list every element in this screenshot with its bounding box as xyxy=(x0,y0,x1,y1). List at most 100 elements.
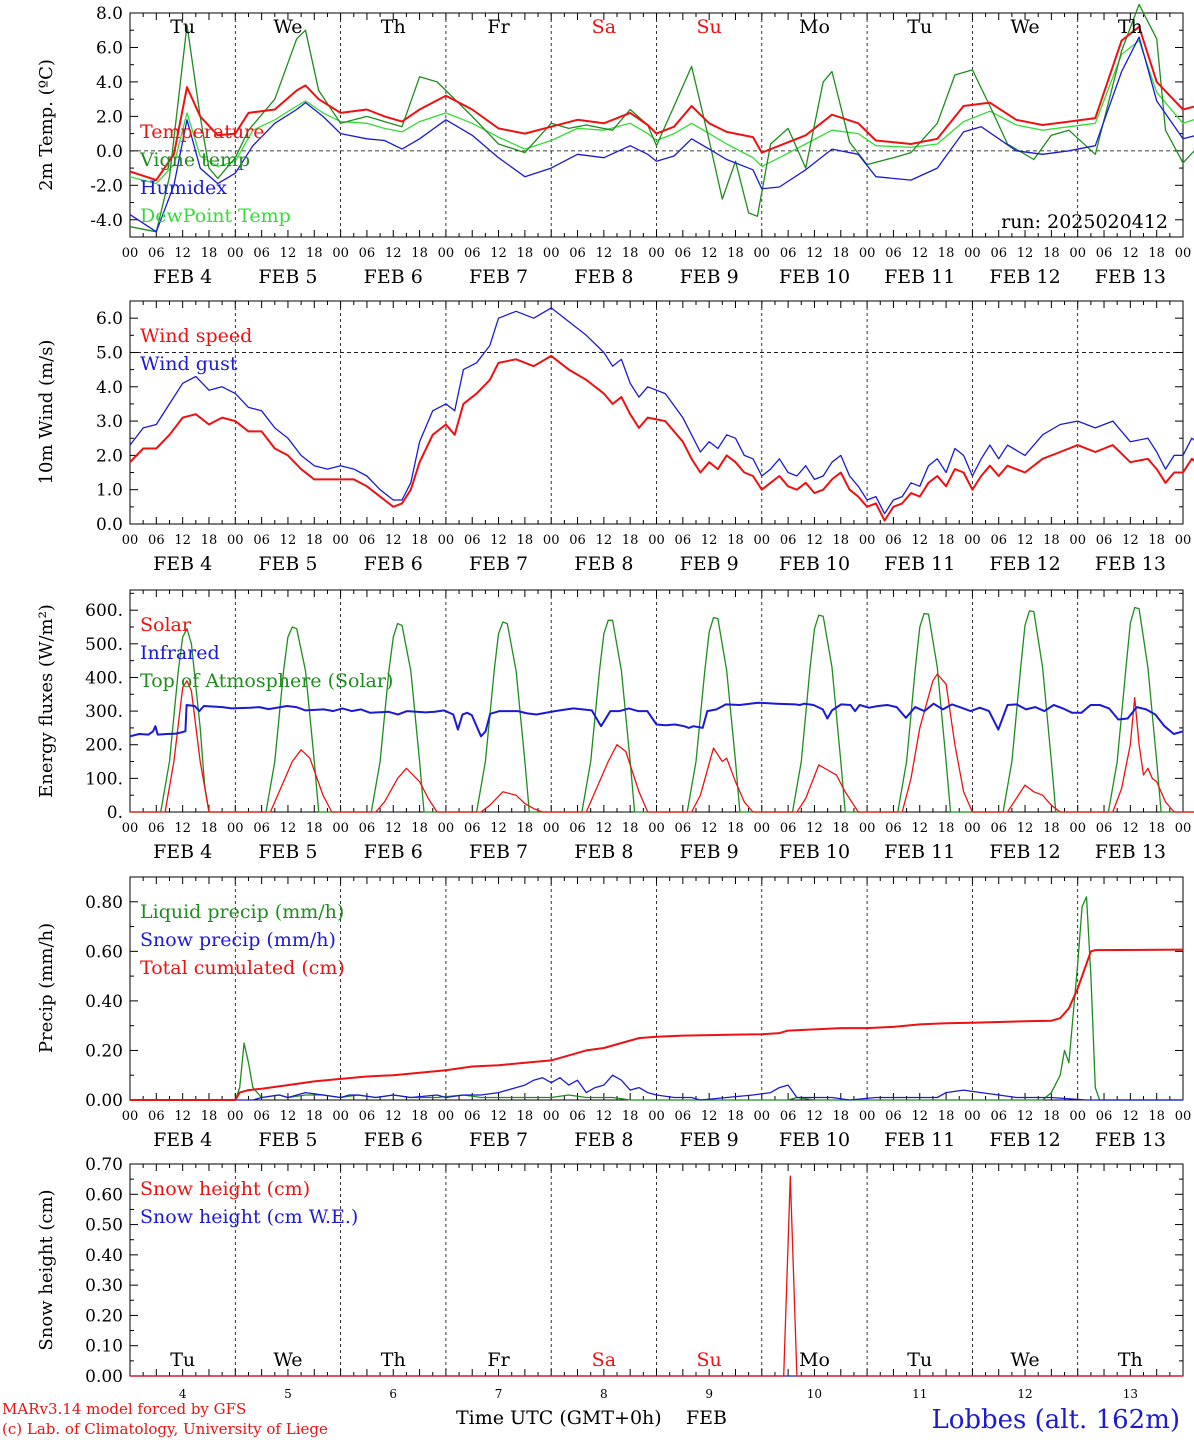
hour-tick-label: 00 xyxy=(332,1109,349,1124)
day-name-label: We xyxy=(1010,16,1039,38)
date-label: FEB 11 xyxy=(884,1129,955,1151)
hour-tick-label: 00 xyxy=(859,821,876,836)
hour-tick-label: 12 xyxy=(280,1109,297,1124)
hour-tick-label: 18 xyxy=(517,533,534,548)
y-tick-label: 0.40 xyxy=(85,1246,123,1266)
day-name-label: Fr xyxy=(487,16,510,38)
hour-tick-label: 18 xyxy=(938,533,955,548)
date-label: FEB 9 xyxy=(680,553,739,575)
y-tick-label: 2.0 xyxy=(96,107,123,127)
hour-tick-label: 00 xyxy=(859,1109,876,1124)
hour-tick-label: 12 xyxy=(385,533,402,548)
hour-tick-label: 00 xyxy=(1069,1109,1086,1124)
y-tick-label: 0.20 xyxy=(85,1041,123,1061)
date-label: FEB 4 xyxy=(153,266,212,288)
hour-tick-label: 00 xyxy=(964,821,981,836)
hour-tick-label: 06 xyxy=(675,533,692,548)
run-label: run: 2025020412 xyxy=(1001,211,1168,233)
legend-entry: Infrared xyxy=(140,642,220,664)
date-label: FEB 6 xyxy=(364,266,423,288)
hour-tick-label: 06 xyxy=(253,246,270,261)
hour-tick-label: 12 xyxy=(1122,533,1139,548)
hour-tick-label: 00 xyxy=(648,1109,665,1124)
hour-tick-label: 00 xyxy=(332,533,349,548)
day-name-label: Fr xyxy=(487,1349,510,1371)
date-label: FEB 13 xyxy=(1095,1129,1166,1151)
y-tick-label: -2.0 xyxy=(90,176,123,196)
hour-tick-label: 18 xyxy=(411,246,428,261)
series-line-dewpoint-temp xyxy=(129,39,1194,185)
hour-tick-label: 00 xyxy=(1069,533,1086,548)
x-axis-month: FEB xyxy=(686,1407,727,1429)
hour-tick-label: 18 xyxy=(306,821,323,836)
hour-tick-label: 18 xyxy=(1148,1109,1165,1124)
y-tick-label: 2.0 xyxy=(96,446,123,466)
hour-tick-label: 06 xyxy=(464,533,481,548)
legend-entry: Temperature xyxy=(140,121,264,143)
series-line-snow-height-cm xyxy=(130,1175,1183,1377)
hour-tick-label: 06 xyxy=(569,246,586,261)
hour-tick-label: 12 xyxy=(596,246,613,261)
hour-tick-label: 18 xyxy=(201,246,218,261)
hour-tick-label: 06 xyxy=(1096,821,1113,836)
hour-tick-label: 00 xyxy=(227,533,244,548)
y-axis-label: 10m Wind (m/s) xyxy=(36,340,57,485)
hour-tick-label: 18 xyxy=(1148,821,1165,836)
y-tick-label: 0.10 xyxy=(85,1337,123,1357)
hour-tick-label: 00 xyxy=(543,246,560,261)
date-label: FEB 7 xyxy=(469,553,528,575)
hour-tick-label: 06 xyxy=(359,821,376,836)
day-name-label: We xyxy=(273,1349,302,1371)
hour-tick-label: 06 xyxy=(464,246,481,261)
y-tick-label: 400. xyxy=(85,668,123,688)
y-tick-label: 300. xyxy=(85,702,123,722)
hour-tick-label: 00 xyxy=(227,1109,244,1124)
hour-tick-label: 06 xyxy=(1096,246,1113,261)
hour-tick-label: 00 xyxy=(122,821,139,836)
hour-tick-label: 00 xyxy=(227,821,244,836)
day-name-label: Mo xyxy=(799,16,830,38)
hour-tick-label: 18 xyxy=(622,533,639,548)
hour-tick-label: 18 xyxy=(622,1109,639,1124)
hour-tick-label: 06 xyxy=(148,533,165,548)
hour-tick-label: 00 xyxy=(1175,1109,1192,1124)
hour-tick-label: 18 xyxy=(833,533,850,548)
date-label: FEB 4 xyxy=(153,1129,212,1151)
panel-4: 0.00 0.20 0.40 0.60 0.80 Precip (mm/h) Liquid … xyxy=(36,876,1192,1151)
hour-tick-label: 18 xyxy=(833,1109,850,1124)
y-tick-label: 0.0 xyxy=(96,515,123,535)
legend-entry: Humidex xyxy=(140,177,227,199)
y-tick-label: 0.0 xyxy=(96,142,123,162)
date-label: FEB 6 xyxy=(364,841,423,863)
y-tick-label: 0.00 xyxy=(85,1367,123,1387)
hour-tick-label: 06 xyxy=(675,246,692,261)
hour-tick-label: 06 xyxy=(675,1109,692,1124)
hour-tick-label: 06 xyxy=(359,1109,376,1124)
hour-tick-label: 06 xyxy=(569,821,586,836)
y-tick-label: 0.20 xyxy=(85,1306,123,1326)
panel-2: 0.0 1.0 2.0 3.0 4.0 5.0 6.0 10m Wind (m/s) Wind … xyxy=(36,300,1194,575)
hour-tick-label: 18 xyxy=(411,1109,428,1124)
y-tick-label: -4.0 xyxy=(90,211,123,231)
hour-tick-label: 18 xyxy=(727,246,744,261)
legend-entry: Total cumulated (cm) xyxy=(140,957,345,979)
y-tick-label: 200. xyxy=(85,736,123,756)
hour-tick-label: 18 xyxy=(1043,821,1060,836)
day-name-label: Tu xyxy=(170,16,195,38)
legend-entry: Wind gust xyxy=(140,353,238,375)
day-number-label: 9 xyxy=(705,1387,713,1401)
hour-tick-label: 00 xyxy=(1175,533,1192,548)
series-line-wind-speed xyxy=(129,354,1194,522)
hour-tick-label: 00 xyxy=(543,1109,560,1124)
hour-tick-label: 18 xyxy=(411,821,428,836)
hour-tick-label: 12 xyxy=(806,246,823,261)
series-line-humidex xyxy=(129,36,1194,233)
hour-tick-label: 06 xyxy=(148,246,165,261)
x-axis-title: Time UTC (GMT+0h) xyxy=(456,1407,662,1429)
hour-tick-label: 18 xyxy=(833,821,850,836)
series-line-total-cumulated-cm xyxy=(130,948,1184,1101)
date-label: FEB 8 xyxy=(574,1129,633,1151)
hour-tick-label: 06 xyxy=(1096,1109,1113,1124)
hour-tick-label: 00 xyxy=(438,1109,455,1124)
hour-tick-label: 12 xyxy=(174,246,191,261)
